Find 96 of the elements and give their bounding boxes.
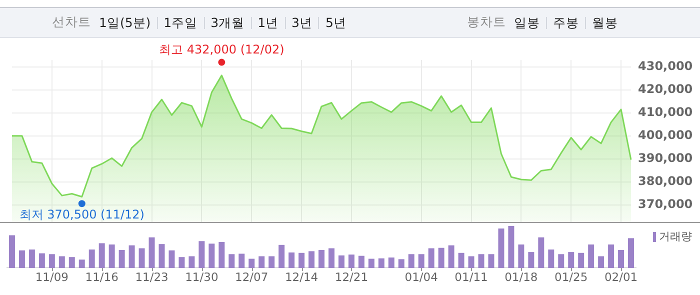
legend-label: 거래량 [659,229,692,244]
bar [368,258,374,268]
bar [478,254,484,268]
y-tick-label: 380,000 [638,174,693,188]
y-tick-label: 410,000 [638,104,693,119]
bar [418,254,424,268]
bar [528,252,534,268]
x-tick-label: 01/11 [454,270,488,284]
bar [628,238,634,268]
bar [208,244,215,268]
bar [58,256,65,268]
text: 봉차트 [467,14,506,31]
x-tick-label: 12/21 [334,270,368,284]
bar [348,254,354,268]
bar [128,245,135,268]
bar [308,251,315,268]
bar [28,250,35,268]
x-tick-label: 11/23 [135,270,168,284]
bar [338,255,344,268]
annotation: 최저 370,500 (11/12) [19,208,144,222]
bar [158,244,165,268]
bar [438,248,444,268]
bar [378,258,384,268]
annotation: 최고 432,000 (12/02) [159,42,284,56]
bar [448,245,454,268]
x-tick-label: 01/04 [404,270,438,284]
text: 3년 [284,14,318,30]
bar [278,244,285,268]
bar [578,252,584,268]
x-tick-label: 11/30 [185,270,218,284]
bar [538,237,544,268]
x-tick-label: 01/25 [554,270,588,284]
bar [168,250,175,268]
bar [218,242,225,268]
text: 3개월 [204,14,251,30]
bar [198,241,205,268]
y-tick-label: 370,000 [638,196,693,211]
bar [488,254,494,268]
bar [178,257,185,268]
bar [18,250,25,268]
bar [468,256,474,268]
bar [138,248,145,268]
bar [458,252,464,268]
text: 주봉 [546,14,585,30]
bar [558,254,564,268]
bar [408,254,414,268]
bar [428,248,434,268]
bar [88,250,95,268]
text: 선차트 [52,14,91,31]
bar [48,254,55,268]
text: 월봉 [585,14,624,30]
bar [318,250,324,268]
x-tick-label: 01/18 [504,270,538,284]
bar [188,256,195,268]
x-tick-label: 11/16 [85,270,118,284]
bar [548,250,554,268]
bar [288,252,295,268]
bar [298,252,305,268]
bar [78,260,85,268]
bar [148,237,155,268]
bar [38,253,45,268]
text: 1년 [250,14,285,30]
bar [98,243,105,268]
x-tick-label: 12/07 [235,270,268,284]
bar [238,254,245,268]
bar [68,257,75,268]
y-tick-label: 400,000 [638,128,693,142]
bar [498,228,504,268]
bar [508,226,514,268]
bar [618,250,624,268]
bar [598,256,604,268]
bar [248,258,255,268]
bar [108,244,115,268]
y-tick-label: 430,000 [638,59,693,74]
bar [588,244,594,268]
bar [228,254,235,268]
bar [328,248,334,268]
x-tick-label: 11/09 [35,270,69,284]
x-tick-label: 02/01 [604,270,638,284]
bar [518,244,524,268]
bar [398,259,404,268]
text: 1주일 [156,14,204,30]
bar [388,258,394,268]
bar [118,250,125,268]
y-tick-label: 390,000 [638,150,693,165]
bar [8,235,15,268]
bar [268,256,275,268]
y-tick-label: 420,000 [638,82,693,96]
bar [608,244,614,268]
bar [568,252,574,268]
text: 1일(5분) [99,14,152,30]
bar [358,256,364,268]
text: 5년 [318,14,352,30]
bar [258,256,265,268]
x-tick-label: 12/14 [284,270,318,284]
text: 일봉 [514,14,541,30]
